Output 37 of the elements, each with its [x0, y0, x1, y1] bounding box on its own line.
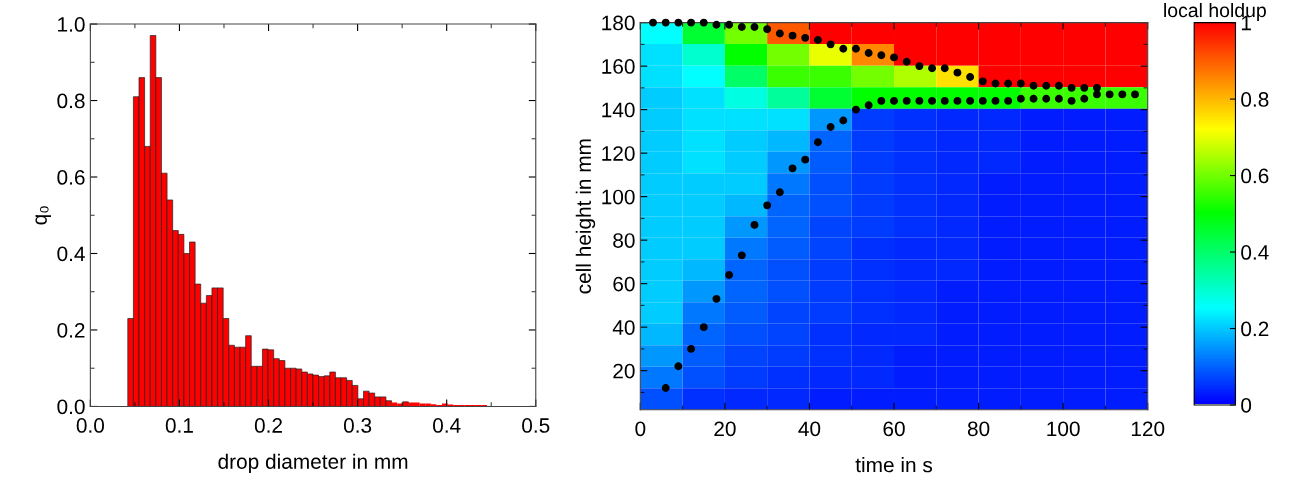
x-tick-label: 20	[714, 421, 736, 437]
x-axis-title: drop diameter in mm	[218, 453, 408, 474]
y-tick-label: 80	[613, 233, 635, 248]
x-tick-label: 120	[1131, 421, 1165, 437]
x-tick-label: 0.4	[433, 418, 461, 433]
color-bar-label: 0.4	[1241, 245, 1269, 260]
x-tick-label: 0	[635, 421, 646, 437]
y-tick-label: 0.6	[57, 170, 85, 185]
y-tick-label: 0.0	[57, 399, 85, 415]
y-tick-label: 20	[613, 363, 635, 379]
x-tick-label: 40	[798, 421, 821, 437]
x-tick-label: 0.1	[165, 418, 193, 433]
y-axis-title: cell height in mm	[575, 139, 596, 294]
y-tick-label: 40	[612, 320, 635, 335]
color-bar-label: 0.8	[1241, 92, 1269, 107]
x-tick-label: 0.3	[343, 418, 372, 433]
y-tick-label: 120	[602, 146, 635, 161]
x-tick-label: 100	[1047, 421, 1080, 437]
y-tick-label: 0.8	[57, 93, 85, 109]
x-tick-label: 80	[967, 421, 990, 437]
y-tick-label: 100	[602, 189, 635, 205]
y-axis-title: q₀	[35, 206, 51, 225]
y-tick-label: 60	[613, 276, 635, 292]
x-tick-label: 0.5	[522, 418, 550, 433]
y-tick-label: 140	[602, 102, 635, 118]
color-bar-label: 0	[1241, 398, 1252, 413]
x-tick-label: 60	[883, 421, 905, 437]
x-tick-label: 0.0	[76, 418, 105, 433]
color-bar-label: 0.2	[1241, 321, 1269, 337]
y-tick-label: 180	[602, 15, 635, 31]
color-bar-label: 0.6	[1241, 168, 1269, 184]
y-tick-label: 0.2	[57, 322, 85, 338]
x-tick-label: 0.2	[254, 418, 282, 433]
y-tick-label: 0.4	[57, 246, 85, 262]
x-axis-title: time in s	[855, 457, 933, 473]
y-tick-label: 160	[602, 59, 635, 74]
y-tick-label: 1.0	[58, 17, 85, 32]
